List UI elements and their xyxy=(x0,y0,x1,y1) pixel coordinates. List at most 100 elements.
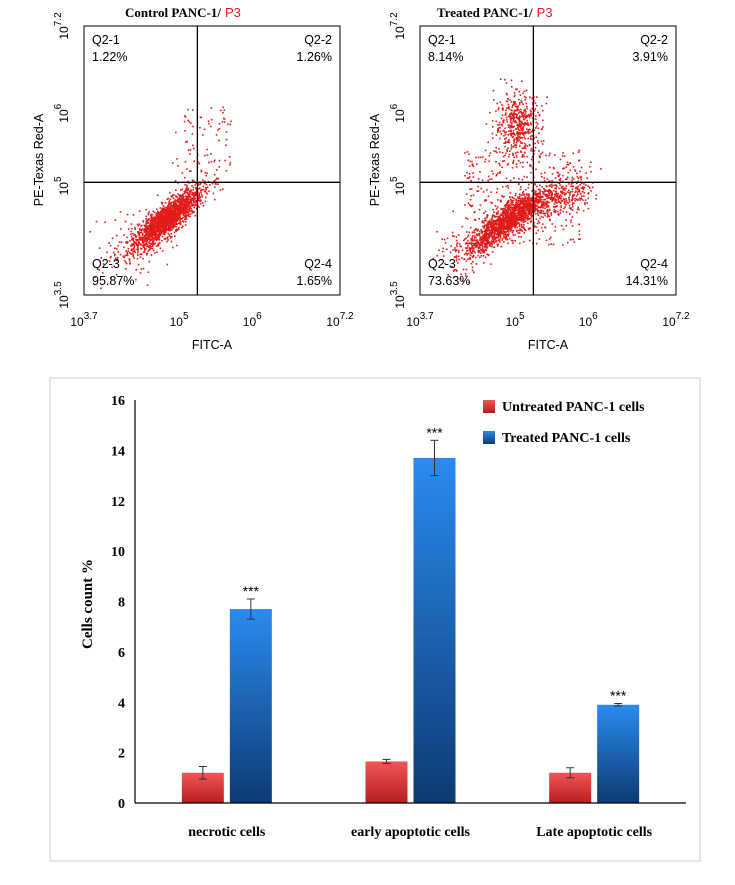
event-dot xyxy=(516,115,518,118)
event-dot xyxy=(191,133,194,135)
event-dot xyxy=(229,162,232,164)
event-dot xyxy=(540,205,543,207)
event-dot xyxy=(547,204,549,207)
event-dot xyxy=(578,230,581,232)
event-dot xyxy=(546,212,549,215)
event-dot xyxy=(470,248,472,250)
event-dot xyxy=(565,185,568,187)
event-dot xyxy=(590,170,592,173)
event-dot xyxy=(182,206,184,209)
event-dot xyxy=(517,197,519,199)
event-dot xyxy=(110,255,112,258)
event-dot xyxy=(174,235,176,237)
event-dot xyxy=(562,210,564,213)
event-dot xyxy=(193,192,196,195)
event-dot xyxy=(580,198,583,200)
event-dot xyxy=(191,179,194,182)
event-dot xyxy=(223,109,226,111)
event-dot xyxy=(526,145,529,147)
event-dot xyxy=(524,195,526,198)
event-dot xyxy=(524,144,527,146)
event-dot xyxy=(218,123,221,125)
event-dot xyxy=(561,155,564,157)
event-dot xyxy=(185,196,188,199)
event-dot xyxy=(157,238,159,240)
event-dot xyxy=(520,214,523,216)
event-dot xyxy=(144,228,146,230)
event-dot xyxy=(587,197,589,200)
event-dot xyxy=(519,229,522,232)
event-dot xyxy=(557,174,560,177)
event-dot xyxy=(530,198,532,201)
event-dot xyxy=(497,199,499,201)
event-dot xyxy=(568,207,571,209)
event-dot xyxy=(470,243,473,246)
event-dot xyxy=(557,195,559,198)
event-dot xyxy=(488,242,490,244)
event-dot xyxy=(528,183,530,186)
event-dot xyxy=(208,190,210,192)
event-dot xyxy=(516,216,518,219)
event-dot xyxy=(519,196,521,198)
event-dot xyxy=(115,234,118,237)
event-dot xyxy=(190,207,192,210)
event-dot xyxy=(507,200,510,202)
event-dot xyxy=(470,188,473,190)
event-dot xyxy=(507,235,510,237)
event-dot xyxy=(518,216,521,218)
event-dot xyxy=(530,215,533,218)
event-dot xyxy=(497,239,500,242)
event-dot xyxy=(98,247,101,249)
event-dot xyxy=(510,224,512,227)
event-dot xyxy=(503,119,505,121)
event-dot xyxy=(469,226,472,229)
event-dot xyxy=(181,197,183,199)
event-dot xyxy=(471,239,473,241)
event-dot xyxy=(206,154,209,156)
event-dot xyxy=(171,196,174,198)
event-dot xyxy=(541,176,543,178)
event-dot xyxy=(470,237,473,240)
event-dot xyxy=(519,162,522,164)
event-dot xyxy=(170,201,173,204)
event-dot xyxy=(485,229,488,231)
event-dot xyxy=(484,232,486,235)
event-dot xyxy=(554,201,557,204)
event-dot xyxy=(508,207,510,210)
event-dot xyxy=(517,211,519,214)
event-dot xyxy=(111,237,114,240)
event-dot xyxy=(523,215,526,218)
event-dot xyxy=(524,199,526,202)
event-dot xyxy=(565,199,568,202)
event-dot xyxy=(560,187,563,189)
event-dot xyxy=(179,207,181,209)
event-dot xyxy=(475,241,478,244)
event-dot xyxy=(119,228,122,230)
event-dot xyxy=(452,235,454,237)
event-dot xyxy=(497,232,500,234)
event-dot xyxy=(510,144,513,146)
event-dot xyxy=(494,205,497,207)
event-dot xyxy=(176,219,179,222)
event-dot xyxy=(476,244,479,247)
event-dot xyxy=(530,207,532,210)
event-dot xyxy=(545,195,548,198)
event-dot xyxy=(541,143,544,145)
event-dot xyxy=(151,221,154,224)
event-dot xyxy=(172,246,174,249)
event-dot xyxy=(139,238,141,240)
event-dot xyxy=(192,203,195,205)
event-dot xyxy=(189,153,191,155)
event-dot xyxy=(129,240,131,242)
event-dot xyxy=(118,241,121,243)
event-dot xyxy=(504,220,506,222)
event-dot xyxy=(503,228,506,230)
event-dot xyxy=(538,150,540,152)
quadrant-value-q2-3: 95.87% xyxy=(92,274,134,288)
event-dot xyxy=(155,216,158,218)
event-dot xyxy=(137,263,140,266)
event-dot xyxy=(133,257,135,259)
event-dot xyxy=(521,211,523,214)
event-dot xyxy=(507,222,509,225)
event-dot xyxy=(520,219,523,222)
